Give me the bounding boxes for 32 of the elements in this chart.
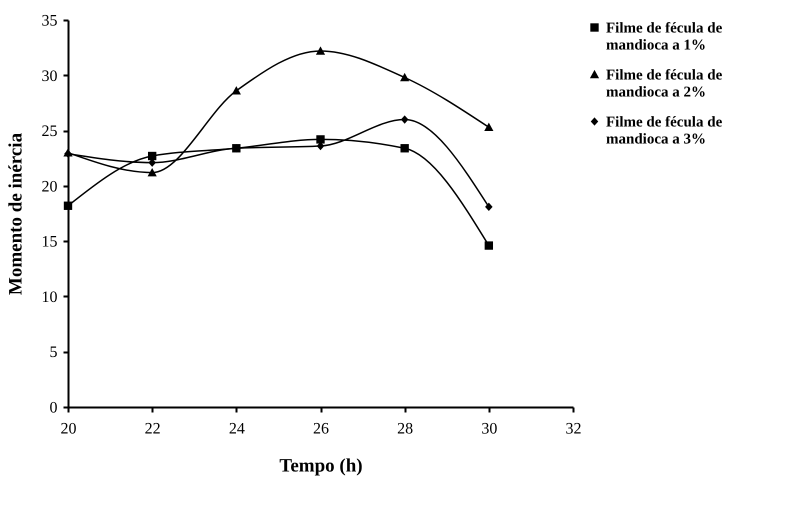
point xyxy=(485,202,493,212)
x-tick-label: 30 xyxy=(481,420,498,438)
point xyxy=(148,152,156,160)
x-tick-label: 26 xyxy=(313,420,329,438)
point xyxy=(400,144,409,152)
point xyxy=(148,168,157,176)
point xyxy=(64,202,72,210)
y-tick-label: 10 xyxy=(42,288,58,306)
legend-label: Filme de fécula de mandioca a 2% xyxy=(606,68,723,100)
point xyxy=(232,86,241,95)
legend-label: Filme de fécula de mandioca a 1% xyxy=(606,20,723,54)
y-tick-label: 25 xyxy=(42,123,58,140)
point xyxy=(400,115,408,124)
point xyxy=(484,241,494,250)
y-tick-label: 35 xyxy=(42,12,58,30)
y-tick-label: 20 xyxy=(42,178,58,196)
point xyxy=(484,122,494,132)
x-tick-label: 24 xyxy=(228,420,245,438)
y-tick-label: 0 xyxy=(50,400,58,416)
y-axis-title: Momento de inércia xyxy=(6,132,26,296)
point xyxy=(316,46,326,55)
y-tick-label: 30 xyxy=(42,68,58,85)
point xyxy=(400,72,410,82)
point xyxy=(316,135,325,144)
x-tick-label: 32 xyxy=(566,420,582,438)
legend-label: Filme de fécula de mandioca a 3% xyxy=(606,114,723,148)
x-tick-label: 20 xyxy=(60,420,76,438)
x-tick-label: 28 xyxy=(397,420,414,438)
y-tick-label: 15 xyxy=(42,234,58,251)
x-axis-title: Tempo (h) xyxy=(279,456,363,476)
x-tick-label: 22 xyxy=(144,420,161,438)
y-tick-label: 5 xyxy=(50,344,58,362)
